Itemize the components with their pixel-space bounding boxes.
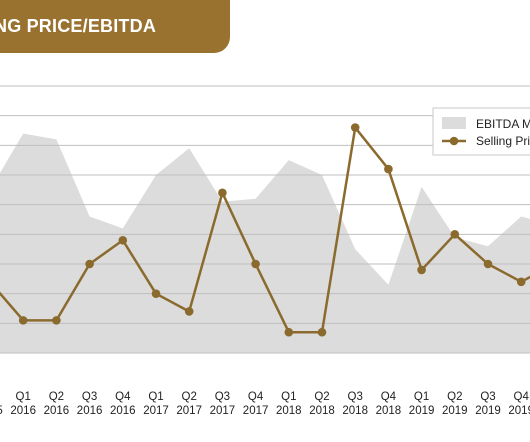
line-point (317, 327, 327, 337)
x-tick-quarter: Q1 (148, 391, 163, 403)
x-tick-year: 2019 (475, 405, 501, 417)
chart-title: NG PRICE/EBITDA (0, 16, 157, 36)
x-tick-quarter: Q2 (447, 391, 462, 403)
x-tick-year: 2016 (44, 405, 70, 417)
legend-box (432, 107, 530, 156)
line-point (483, 259, 493, 269)
area-series-ebitda (0, 133, 530, 353)
legend-swatch-marker (449, 136, 459, 146)
line-point (384, 164, 393, 174)
legend-swatch-area (442, 117, 466, 129)
line-series-selling-price (0, 126, 530, 334)
line-point (284, 327, 294, 337)
x-tick-quarter: Q2 (182, 391, 197, 403)
x-tick-year: 2017 (176, 405, 202, 417)
line-point (18, 316, 28, 325)
line-point (151, 289, 161, 298)
line-point (52, 316, 61, 325)
x-tick-quarter: Q4 (381, 391, 397, 403)
x-tick-quarter: Q1 (414, 391, 429, 403)
x-tick-year: 2016 (77, 405, 103, 417)
x-tick-year: 2018 (376, 405, 402, 417)
line-point (184, 307, 194, 316)
x-tick-year: 2019 (508, 405, 530, 417)
x-tick-quarter: Q4 (248, 391, 264, 403)
line-point (118, 235, 128, 245)
x-tick-year: 2017 (143, 405, 169, 417)
x-tick-year: 2016 (10, 405, 36, 417)
x-tick-year: 2018 (309, 405, 335, 417)
x-tick-quarter: Q3 (82, 391, 97, 403)
legend-label-ebitda: EBITDA M (476, 117, 530, 131)
x-tick-quarter: Q4 (115, 391, 131, 403)
line-point (251, 259, 260, 269)
x-tick-quarter: Q1 (16, 391, 31, 403)
x-tick-year: 2015 (0, 405, 3, 417)
x-tick-year: 2018 (342, 405, 368, 417)
x-tick-year: 2016 (110, 405, 136, 417)
x-tick-quarter: Q2 (49, 391, 64, 403)
x-tick-year: 2018 (276, 405, 302, 417)
title-banner: NG PRICE/EBITDA (0, 0, 230, 53)
x-tick-quarter: Q1 (281, 391, 296, 403)
x-tick-quarter: Q2 (314, 391, 329, 403)
x-tick-year: 2017 (210, 405, 236, 417)
x-tick-year: 2019 (409, 405, 435, 417)
line-point (516, 277, 526, 287)
x-tick-quarter: Q4 (514, 391, 530, 403)
x-tick-quarter: Q3 (215, 391, 230, 403)
x-tick-quarter: Q3 (348, 391, 363, 403)
legend-label-selling-price: Selling Pri (476, 134, 530, 148)
line-point (350, 123, 360, 132)
line-point (85, 259, 94, 269)
x-tick-year: 2017 (243, 405, 269, 417)
line-point (218, 188, 227, 198)
line-point (417, 265, 426, 275)
x-tick-year: 2019 (442, 405, 468, 417)
x-tick-quarter: Q3 (480, 391, 495, 403)
line-point (450, 230, 460, 239)
